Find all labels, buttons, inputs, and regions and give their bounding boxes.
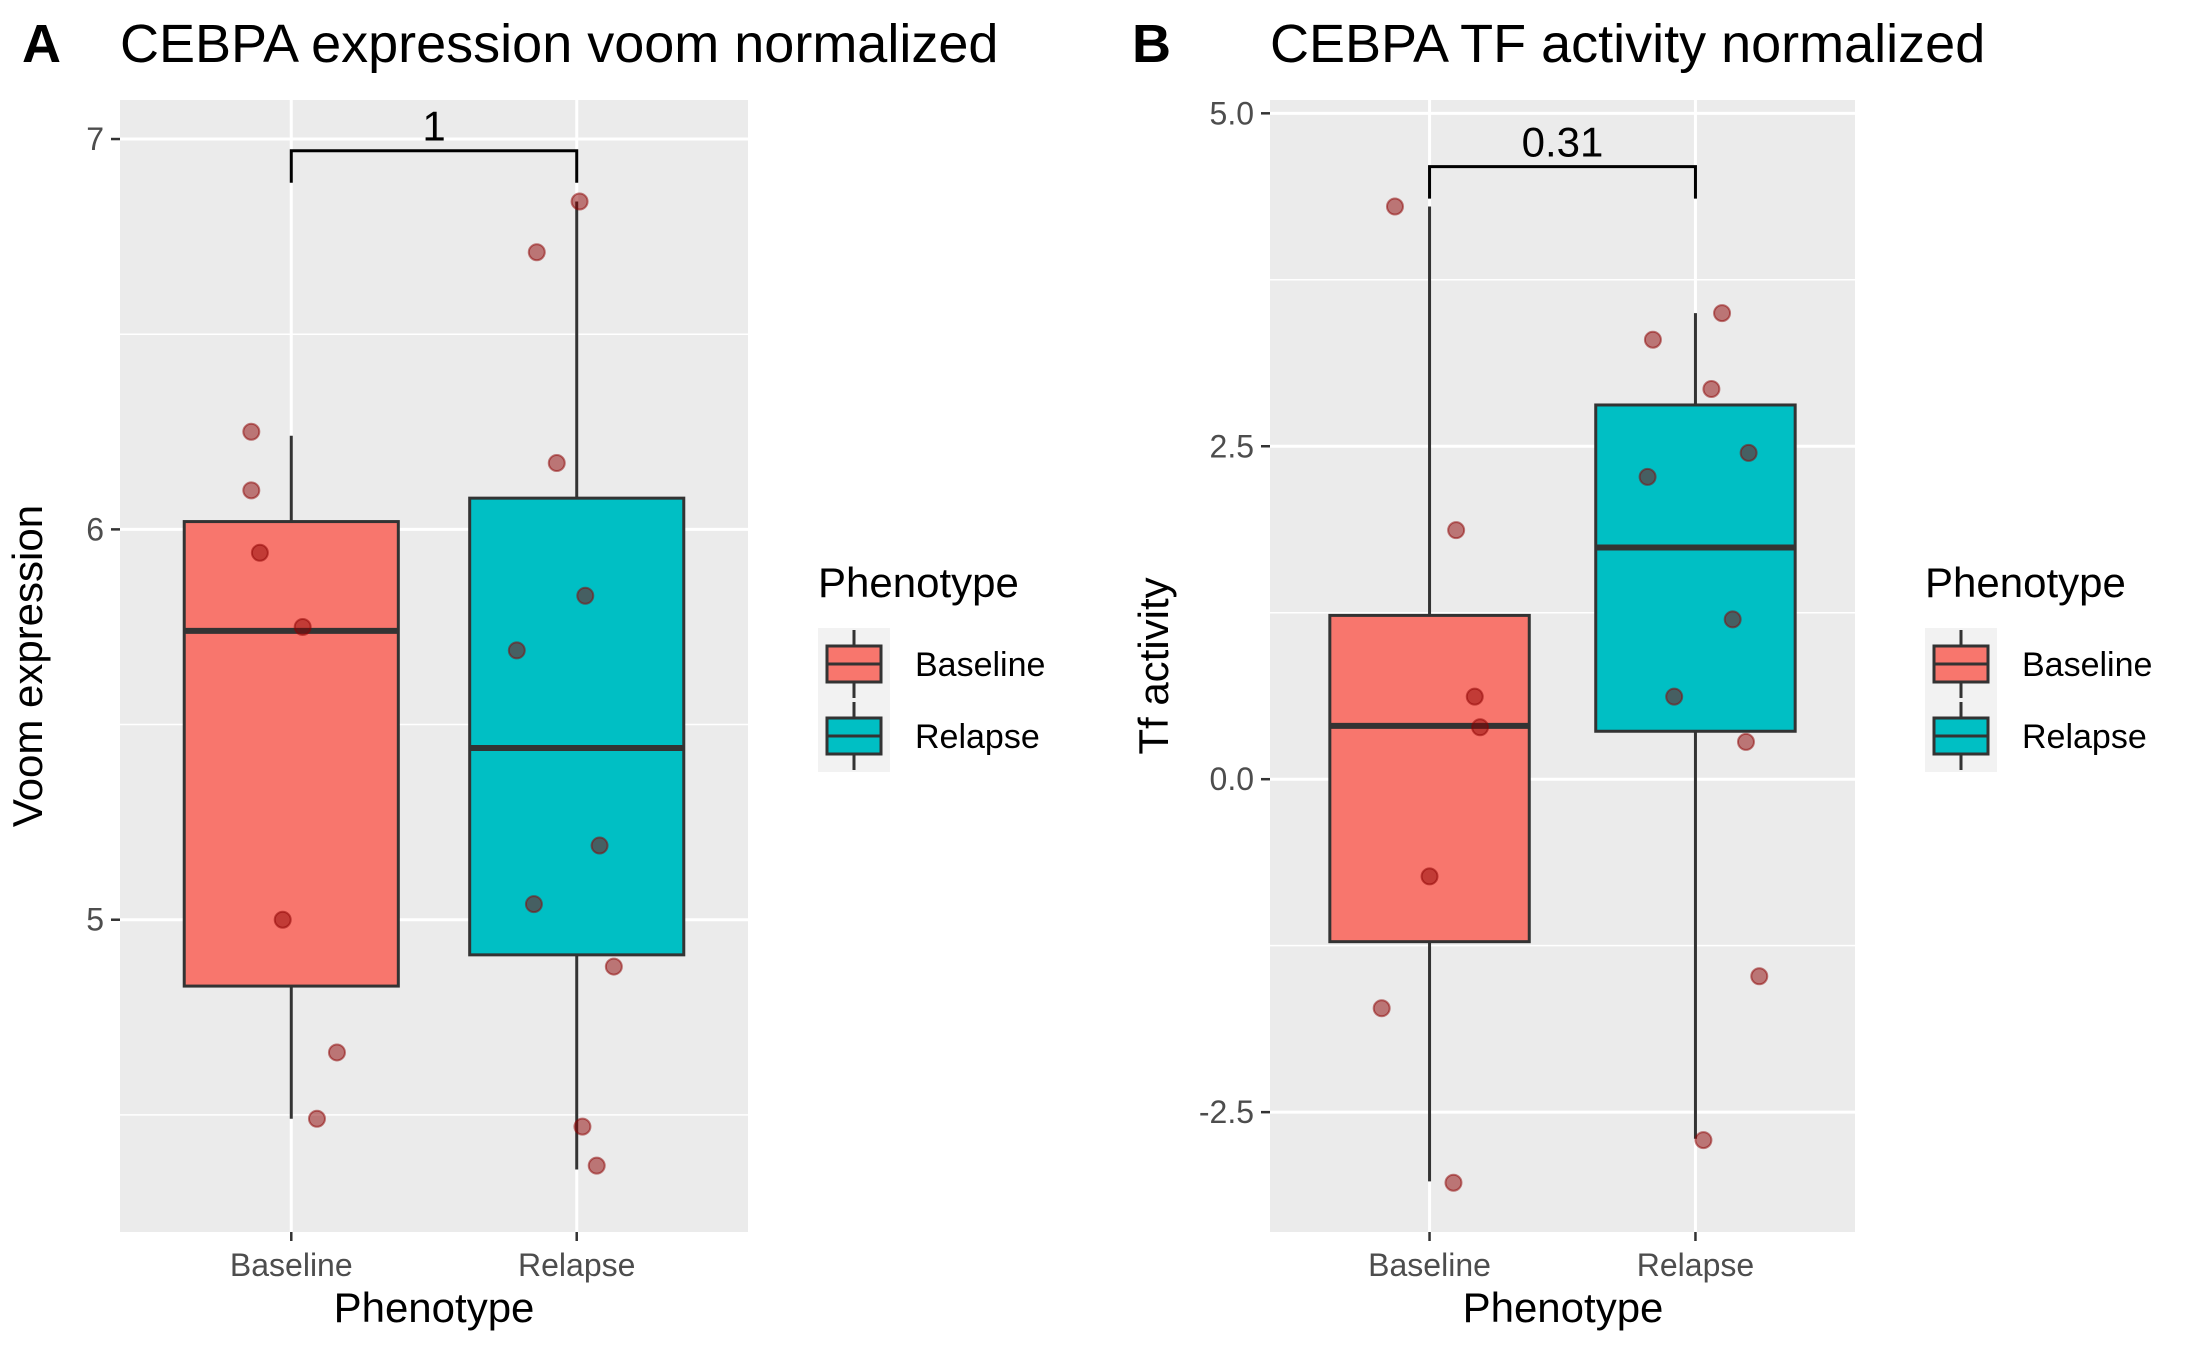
data-point [1638, 467, 1657, 486]
plot-title: CEBPA expression voom normalized [120, 14, 998, 74]
box-iqr [1594, 403, 1797, 733]
plot-title: CEBPA TF activity normalized [1270, 14, 1985, 74]
legend-label-relapse: Relapse [2022, 718, 2147, 756]
y-tick-label: -2.5 [1199, 1094, 1254, 1130]
data-point [1750, 967, 1769, 986]
data-point [1694, 1131, 1713, 1150]
y-tick-label: 7 [86, 121, 104, 157]
legend: Phenotype Baseline Relapse [1925, 559, 2152, 772]
legend-label-baseline: Baseline [915, 646, 1045, 684]
y-tick-label: 6 [86, 511, 104, 547]
data-point [1471, 718, 1490, 737]
panel-a: A CEBPA expression voom normalized 5 6 7 Base… [4, 14, 1045, 1331]
data-point [1444, 1173, 1463, 1192]
box-iqr [1328, 613, 1531, 944]
y-tick-label: 5.0 [1210, 95, 1254, 131]
x-tick-label: Relapse [518, 1247, 635, 1283]
p-value-label: 1 [422, 103, 445, 150]
data-point [524, 895, 543, 914]
box-baseline [182, 435, 400, 1119]
data-point [307, 1109, 326, 1128]
data-point [1420, 867, 1439, 886]
legend-label-baseline: Baseline [2022, 646, 2152, 684]
x-tick-label: Relapse [1637, 1247, 1754, 1283]
data-point [242, 481, 261, 500]
panel-tag: A [22, 14, 61, 74]
legend-title: Phenotype [818, 559, 1019, 606]
data-point [1372, 999, 1391, 1018]
box-relapse [1594, 313, 1797, 1139]
legend-title: Phenotype [1925, 559, 2126, 606]
y-axis-title: Voom expression [4, 505, 51, 827]
x-axis-title: Phenotype [1463, 1284, 1664, 1331]
y-tick-label: 2.5 [1210, 428, 1254, 464]
data-point [293, 617, 312, 636]
box-iqr [468, 496, 686, 957]
data-point [242, 422, 261, 441]
y-tick-label: 0.0 [1210, 761, 1254, 797]
data-point [570, 192, 589, 211]
box-iqr [182, 520, 400, 988]
data-point [1643, 330, 1662, 349]
y-tick-label: 5 [86, 902, 104, 938]
data-point [1723, 610, 1742, 629]
comparison-bracket [289, 149, 579, 183]
legend-label-relapse: Relapse [915, 718, 1040, 756]
x-axis-title: Phenotype [334, 1284, 535, 1331]
data-point [507, 641, 526, 660]
data-point [327, 1043, 346, 1062]
data-point [576, 586, 595, 605]
data-point [273, 910, 292, 929]
data-point [590, 836, 609, 855]
data-point [587, 1156, 606, 1175]
data-point [1665, 687, 1684, 706]
data-point [1465, 687, 1484, 706]
panel-b: B CEBPA TF activity normalized -2.5 0.0 2.5 5… [1130, 14, 2152, 1331]
box-baseline [1328, 206, 1531, 1182]
box-relapse [468, 201, 686, 1170]
data-point [1702, 379, 1721, 398]
legend: Phenotype Baseline Relapse [818, 559, 1045, 772]
data-point [1736, 732, 1755, 751]
data-point [573, 1117, 592, 1136]
data-point [527, 243, 546, 262]
data-point [250, 543, 269, 562]
data-point [1385, 197, 1404, 216]
comparison-bracket [1428, 165, 1697, 199]
x-tick-label: Baseline [230, 1247, 353, 1283]
p-value-label: 0.31 [1522, 119, 1604, 166]
data-point [1713, 304, 1732, 323]
data-point [547, 454, 566, 473]
data-point [1739, 443, 1758, 462]
data-point [604, 957, 623, 976]
panel-tag: B [1132, 14, 1171, 74]
data-point [1447, 521, 1466, 540]
y-axis-title: Tf activity [1130, 577, 1177, 754]
x-tick-label: Baseline [1368, 1247, 1491, 1283]
